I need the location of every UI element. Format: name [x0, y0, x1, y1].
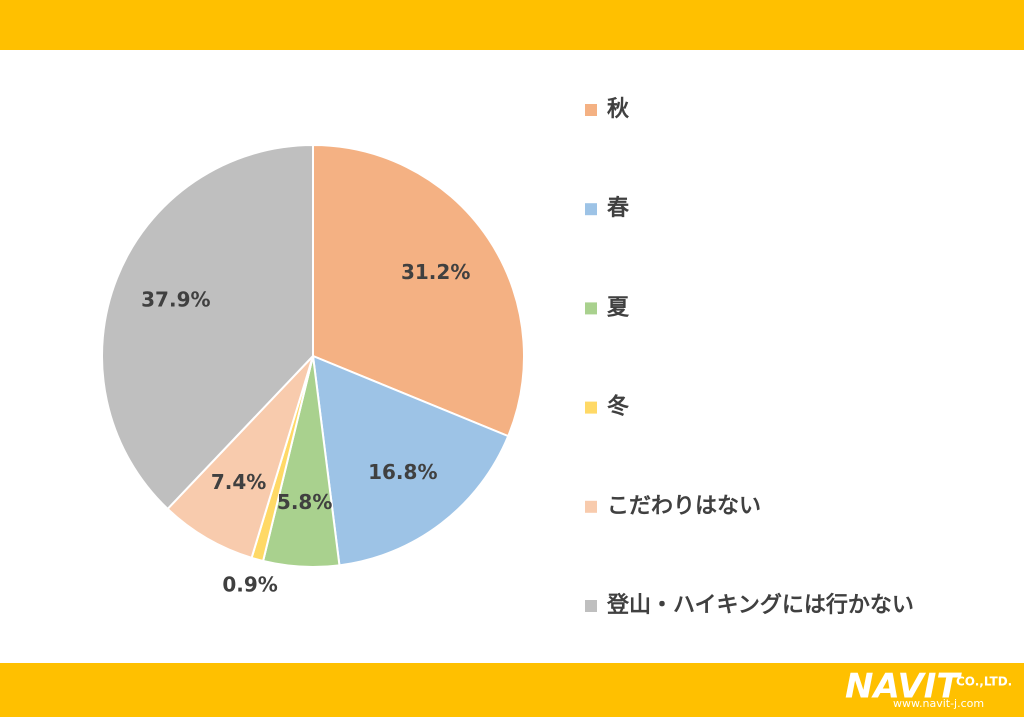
value-label: 0.9% [222, 572, 277, 596]
logo-name: NAVIT [845, 667, 962, 707]
legend-label: 夏 [607, 295, 630, 320]
value-label: 37.9% [141, 288, 210, 312]
legend-swatch [585, 500, 597, 513]
logo-company: CO.,LTD. [956, 675, 1012, 689]
pie-slice [312, 143, 525, 438]
legend-label: 冬 [607, 394, 629, 420]
pie-slice [101, 143, 314, 511]
bottom-bar [0, 663, 1024, 717]
value-label: 31.2% [401, 260, 470, 284]
pie-slice [166, 355, 314, 560]
value-label: 7.4% [211, 470, 266, 494]
legend-label: 春 [607, 196, 629, 221]
legend-label: 登山・ハイキングには行かない [606, 592, 914, 618]
legend-swatch [585, 600, 597, 612]
legend-swatch [585, 401, 597, 414]
top-bar [0, 0, 1024, 50]
legend-label: 秋 [607, 97, 630, 122]
pie-slice [311, 354, 510, 567]
legend-swatch [585, 203, 597, 216]
legend-swatch [585, 302, 597, 315]
legend-label: こだわりはない [607, 494, 761, 519]
value-label: 16.8% [368, 460, 437, 484]
value-label: 5.8% [277, 490, 332, 514]
logo-url: www.navit-j.com [893, 697, 984, 710]
legend-swatch [585, 104, 597, 116]
